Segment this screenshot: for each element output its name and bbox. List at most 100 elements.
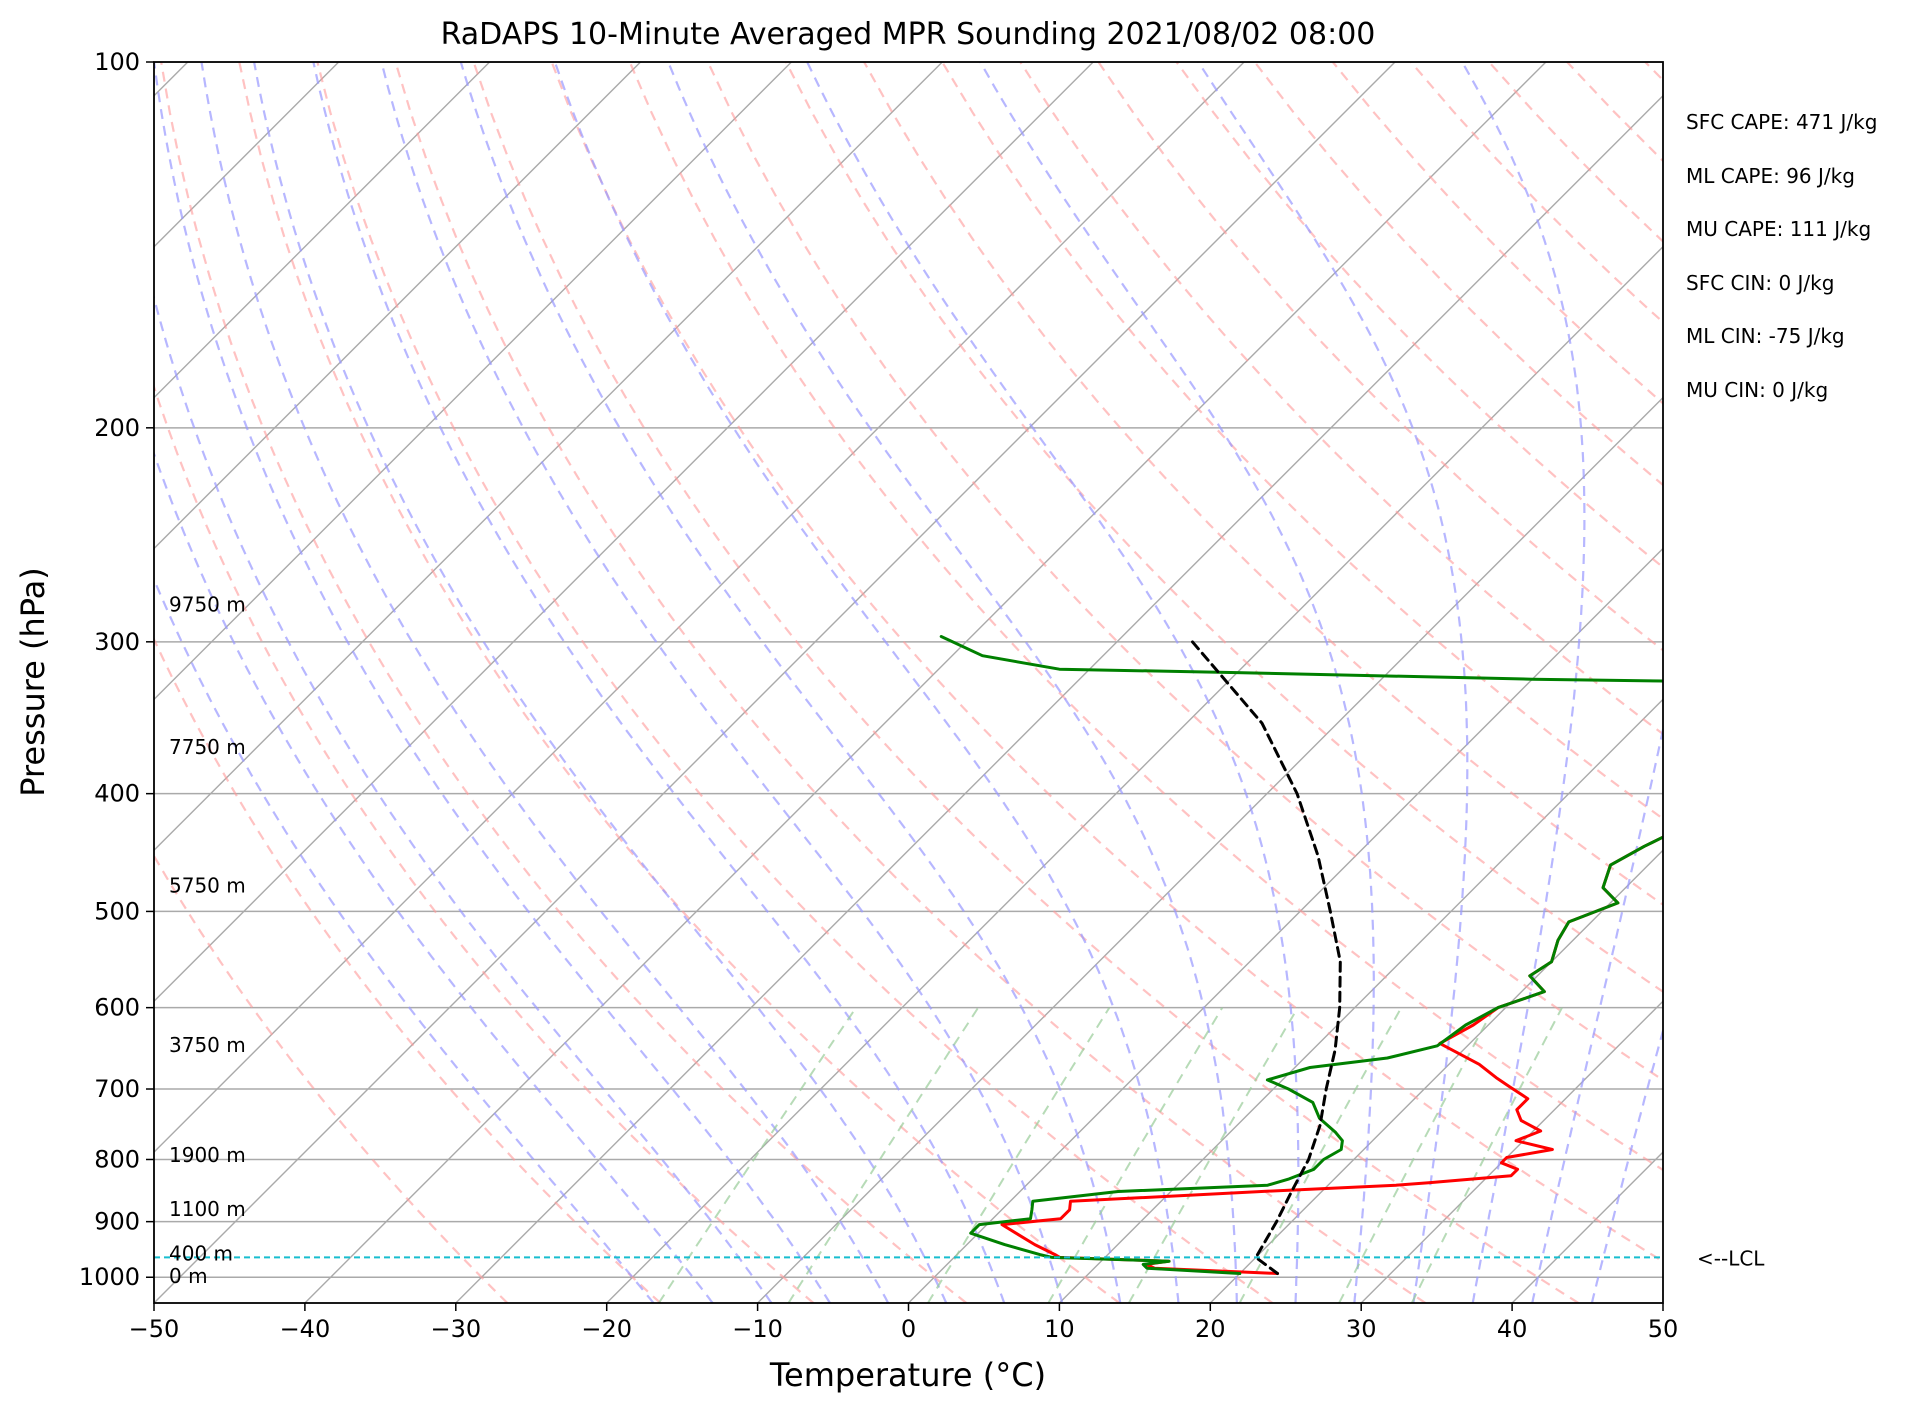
isotherm-line	[757, 396, 1663, 1303]
y-tick-label: 700	[94, 1075, 140, 1103]
y-axis-label: Pressure (hPa)	[14, 567, 52, 797]
isotherm-line	[154, 62, 792, 701]
y-tick-label: 400	[94, 780, 140, 808]
x-tick-label: −30	[430, 1315, 481, 1343]
x-tick-label: 0	[901, 1315, 916, 1343]
mixing-ratio-line	[1338, 1007, 1496, 1303]
isotherm-line	[1360, 1000, 1663, 1303]
moist-adiabat-line	[253, 62, 948, 1303]
height-label: 400 m	[169, 1242, 233, 1266]
isotherm-line	[1058, 698, 1663, 1303]
sounding-traces	[154, 635, 1663, 1275]
dewpoint-trace	[939, 635, 1663, 1275]
dry-adiabat-line	[550, 62, 1663, 1263]
parcel-trace	[1190, 640, 1342, 1275]
y-tick-label: 300	[94, 628, 140, 656]
x-tick-label: −50	[129, 1315, 180, 1343]
x-tick-label: 50	[1648, 1315, 1679, 1343]
moist-adiabat-line	[1461, 62, 1586, 1303]
dry-adiabat-line	[863, 62, 1663, 906]
isotherm-line	[908, 547, 1663, 1303]
x-tick-label: 20	[1195, 1315, 1226, 1343]
mixing-ratio-line	[1238, 1007, 1403, 1303]
height-label: 0 m	[169, 1264, 208, 1288]
moist-adiabat-line	[806, 62, 1300, 1303]
isotherm-line	[455, 94, 1663, 1303]
mixing-ratio-line	[657, 1007, 857, 1303]
height-label: 7750 m	[169, 735, 246, 759]
dry-adiabat-line	[1175, 62, 1663, 569]
dry-adiabat-line	[706, 62, 1663, 1082]
x-tick-label: −40	[280, 1315, 331, 1343]
y-tick-label: 200	[94, 414, 140, 442]
moist-adiabat-line	[979, 62, 1375, 1303]
isotherm-line	[154, 62, 1396, 1303]
index-sfc-cin: SFC CIN: 0 J/kg	[1686, 271, 1834, 295]
mixing-ratio-line	[927, 1007, 1111, 1303]
isotherm-line	[1209, 849, 1663, 1303]
x-tick-label: 30	[1346, 1315, 1377, 1343]
index-mu-cape: MU CAPE: 111 J/kg	[1686, 217, 1871, 241]
moist-adiabat-line	[154, 62, 831, 1303]
y-axis: 100 200 300 400 500 600 700 800 900 1000	[79, 48, 154, 1291]
height-label: 5750 m	[169, 874, 246, 898]
indices-panel: SFC CAPE: 471 J/kg ML CAPE: 96 J/kg MU C…	[1686, 110, 1877, 402]
moist-adiabat-line	[380, 62, 1064, 1303]
index-mu-cin: MU CIN: 0 J/kg	[1686, 378, 1828, 402]
x-tick-label: −20	[581, 1315, 632, 1343]
moist-adiabat-line	[154, 450, 714, 1303]
mixing-ratio-line	[787, 1007, 980, 1303]
moist-adiabat-line	[459, 62, 1122, 1303]
x-tick-label: 40	[1497, 1315, 1528, 1343]
background-grid	[154, 62, 1663, 1303]
x-tick-label: −10	[732, 1315, 783, 1343]
moist-adiabat-line	[1197, 62, 1469, 1303]
moist-adiabat-line	[154, 293, 773, 1303]
temperature-trace	[1000, 835, 1663, 1275]
dry-adiabat-line	[154, 853, 509, 1303]
dry-adiabat-line	[154, 383, 815, 1303]
isotherm-line	[304, 62, 1547, 1303]
height-label: 3750 m	[169, 1033, 246, 1057]
isotherm-line	[154, 62, 641, 550]
x-axis-label: Temperature (°C)	[769, 1356, 1046, 1394]
index-ml-cin: ML CIN: -75 J/kg	[1686, 324, 1845, 348]
dry-adiabat-line	[628, 62, 1663, 1172]
height-label: 1900 m	[169, 1143, 246, 1167]
moist-adiabat-line	[667, 62, 1238, 1303]
height-label: 1100 m	[169, 1197, 246, 1221]
y-tick-label: 800	[94, 1145, 140, 1173]
moist-adiabat-line	[154, 576, 655, 1303]
isotherm-line	[154, 62, 1094, 1003]
index-ml-cape: ML CAPE: 96 J/kg	[1686, 164, 1855, 188]
moist-adiabat-line	[312, 62, 1006, 1303]
index-sfc-cape: SFC CAPE: 471 J/kg	[1686, 110, 1877, 134]
annotations: 9750 m 7750 m 5750 m 3750 m 1900 m 1100 m 400 …	[169, 592, 1765, 1288]
isotherm-line	[154, 62, 1245, 1154]
y-tick-label: 900	[94, 1208, 140, 1236]
y-tick-label: 100	[94, 48, 140, 76]
dry-adiabat-line	[472, 62, 1580, 1303]
mixing-ratio-line	[1410, 1007, 1563, 1303]
chart-title: RaDAPS 10-Minute Averaged MPR Sounding 2…	[441, 17, 1376, 52]
isotherm-line	[154, 62, 943, 852]
x-axis: −50 −40 −30 −20 −10 0 10 20 30 40 50	[129, 1303, 1679, 1343]
dry-adiabat-line	[160, 62, 968, 1303]
moist-adiabat-line	[553, 62, 1180, 1303]
moist-adiabat-line	[1590, 1026, 1663, 1303]
y-tick-label: 600	[94, 994, 140, 1022]
dry-adiabat-line	[238, 62, 1121, 1303]
height-label: 9750 m	[169, 592, 246, 616]
dry-adiabat-line	[316, 62, 1274, 1303]
moist-adiabat-line	[200, 62, 890, 1303]
dry-adiabat-line	[941, 62, 1663, 821]
dry-adiabat-line	[394, 62, 1427, 1303]
lcl-label: <--LCL	[1697, 1246, 1765, 1270]
x-tick-label: 10	[1044, 1315, 1075, 1343]
moist-adiabat-line	[1531, 724, 1663, 1303]
isotherm-line	[154, 62, 491, 399]
y-tick-label: 500	[94, 897, 140, 925]
y-tick-label: 1000	[79, 1263, 140, 1291]
dry-adiabat-line	[154, 636, 662, 1303]
